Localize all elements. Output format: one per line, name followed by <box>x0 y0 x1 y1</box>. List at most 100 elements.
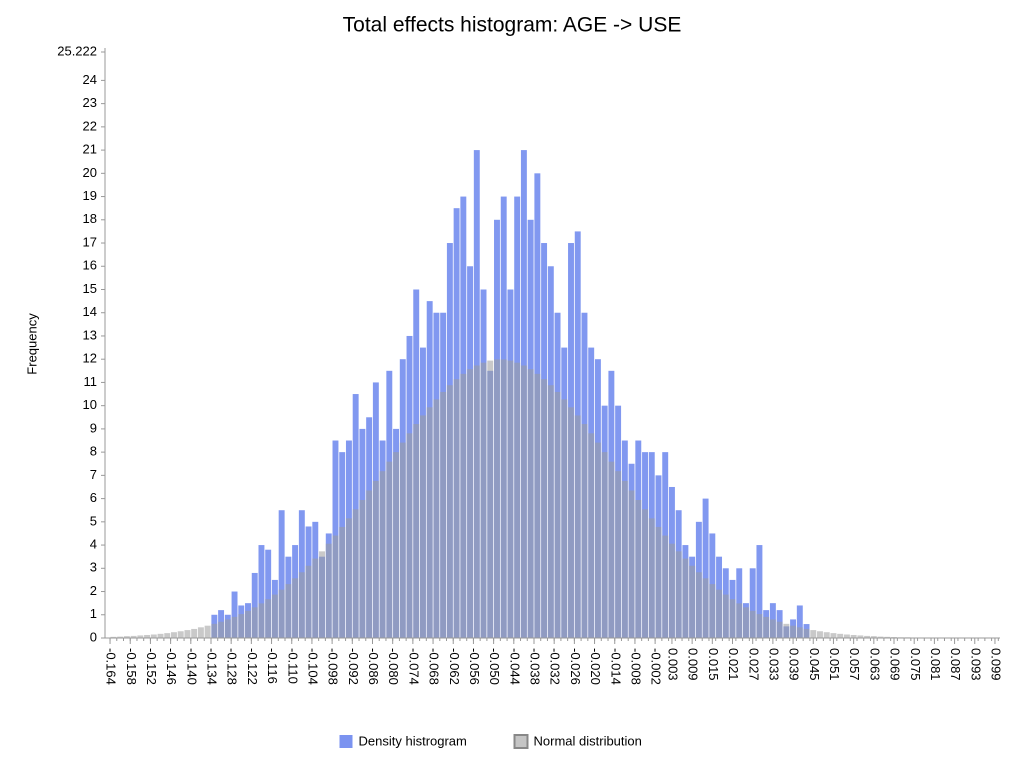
bar <box>796 627 803 638</box>
bar <box>332 535 339 638</box>
x-tick-label: 0.027 <box>746 648 761 681</box>
x-tick-label: 0.093 <box>968 648 983 681</box>
bar <box>682 558 689 638</box>
bar <box>467 369 474 638</box>
bar <box>245 610 251 638</box>
bar <box>399 442 406 638</box>
x-tick-label: -0.056 <box>467 648 482 685</box>
x-tick-label: -0.038 <box>528 648 543 685</box>
x-tick-label: -0.020 <box>588 648 603 685</box>
bar <box>339 526 346 638</box>
bar <box>386 461 393 638</box>
x-tick-label: -0.026 <box>568 648 583 685</box>
bar <box>292 578 299 638</box>
bar <box>251 607 258 638</box>
y-tick-label: 14 <box>83 304 97 319</box>
x-tick-label: -0.116 <box>265 648 280 684</box>
bar <box>433 399 440 638</box>
x-tick-label: -0.152 <box>144 648 159 685</box>
bar <box>251 572 258 638</box>
bar <box>817 631 823 638</box>
y-tick-label: 16 <box>83 258 97 273</box>
bar <box>662 535 669 638</box>
bar <box>743 607 749 638</box>
bar <box>756 614 763 638</box>
x-tick-label: 0.021 <box>726 648 741 681</box>
y-tick-label: 5 <box>90 513 97 528</box>
bar <box>756 545 763 638</box>
x-tick-label: -0.122 <box>245 648 260 685</box>
bar <box>224 619 231 638</box>
bar <box>406 433 413 638</box>
y-tick-label: 24 <box>83 72 97 87</box>
y-tick-label: 3 <box>90 560 97 575</box>
y-tick-label: 13 <box>83 327 97 342</box>
bar <box>843 634 850 638</box>
bar <box>709 584 716 638</box>
bar <box>568 407 574 638</box>
bar <box>749 610 756 638</box>
bar <box>352 509 359 638</box>
bar <box>393 452 400 638</box>
bar <box>857 635 864 638</box>
bar <box>877 636 884 638</box>
y-tick-label: 22 <box>83 118 97 133</box>
bar <box>379 471 386 638</box>
x-tick-label: -0.014 <box>608 648 623 685</box>
x-tick-label: 0.069 <box>888 648 903 681</box>
bar <box>675 551 682 638</box>
bar <box>722 594 729 638</box>
x-tick-label: 0.003 <box>666 648 681 681</box>
bar <box>184 630 191 638</box>
bar <box>265 549 272 638</box>
bar <box>810 630 817 638</box>
bar <box>729 599 736 638</box>
bar <box>171 632 177 638</box>
y-tick-label: 23 <box>83 95 97 110</box>
bar <box>130 635 137 638</box>
bar <box>419 415 426 638</box>
legend-label: Normal distribution <box>534 733 642 748</box>
x-tick-label: -0.002 <box>649 648 664 685</box>
bar <box>594 442 601 638</box>
bar <box>642 509 648 638</box>
bar <box>776 621 783 638</box>
bar <box>749 568 756 638</box>
bar <box>278 510 285 638</box>
bar <box>312 558 319 638</box>
bar <box>823 632 830 638</box>
x-tick-label: -0.074 <box>406 648 421 685</box>
bar <box>285 584 292 638</box>
y-tick-label: 9 <box>90 420 97 435</box>
bar <box>561 399 568 638</box>
bar <box>372 480 379 638</box>
y-tick-label: 0 <box>90 629 97 644</box>
bar <box>763 616 770 638</box>
bar <box>702 498 709 638</box>
bar <box>440 391 447 638</box>
bar <box>366 490 373 638</box>
bar <box>110 636 117 638</box>
x-tick-label: 0.087 <box>948 648 963 681</box>
y-tick-label: 4 <box>90 537 97 552</box>
bar <box>446 385 453 638</box>
x-tick-label: -0.044 <box>507 648 522 685</box>
bar <box>258 603 265 638</box>
x-tick-label: -0.062 <box>447 648 462 685</box>
x-tick-label: 0.045 <box>807 648 822 681</box>
bar <box>453 379 460 638</box>
bar <box>527 369 534 638</box>
bar <box>231 591 238 638</box>
bar <box>191 628 198 638</box>
bar <box>884 636 891 638</box>
bar <box>218 621 225 638</box>
x-tick-label: -0.146 <box>164 648 179 685</box>
x-tick-label: -0.032 <box>548 648 563 685</box>
x-tick-label: 0.081 <box>928 648 943 681</box>
bar <box>177 631 184 638</box>
y-tick-label: 10 <box>83 397 97 412</box>
bar <box>514 362 521 638</box>
x-tick-label: -0.092 <box>346 648 361 685</box>
series-1 <box>110 359 998 638</box>
